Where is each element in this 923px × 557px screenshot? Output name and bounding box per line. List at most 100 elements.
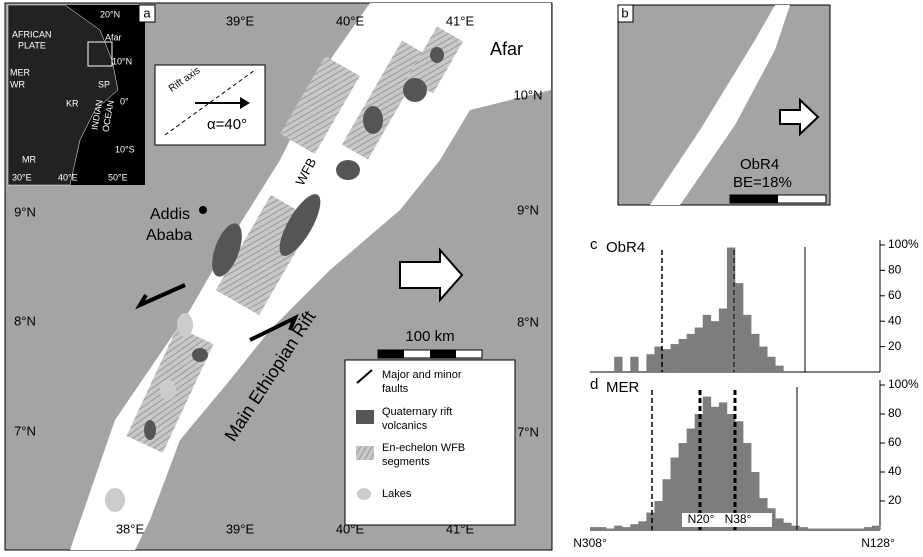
bar xyxy=(759,347,767,372)
inset-label: 50°E xyxy=(108,172,128,182)
y-tick-label: 40 xyxy=(888,313,902,327)
bar xyxy=(614,526,622,530)
scale-label: 100 km xyxy=(405,328,454,345)
city-dot xyxy=(199,206,207,214)
bar xyxy=(808,529,816,530)
inset-label: 10°S xyxy=(115,144,135,154)
lat-label: 7°N xyxy=(517,424,539,439)
place-label: Afar xyxy=(490,39,523,59)
bar xyxy=(630,524,638,530)
bar xyxy=(630,357,638,372)
sample-label: BE=18% xyxy=(733,174,792,191)
sample-label: MER xyxy=(606,379,640,396)
scale-bar xyxy=(378,350,482,358)
bar xyxy=(695,328,703,372)
bar xyxy=(663,349,671,372)
bar xyxy=(872,526,880,530)
inset-label: PLATE xyxy=(18,40,46,50)
inset-label: 40°E xyxy=(58,172,78,182)
bar xyxy=(590,527,598,530)
inset-label: WR xyxy=(10,79,25,89)
inset-label: SP xyxy=(98,79,110,89)
bar xyxy=(767,357,775,372)
bar xyxy=(799,527,807,530)
figure: a 9°N 8°N 7°N 10°N 9°N 8°N 7°N 39°E 40°E… xyxy=(0,0,923,552)
legend-text: En-echelon WFB xyxy=(382,442,465,454)
bar xyxy=(775,518,783,530)
inset-label: 0° xyxy=(120,96,129,106)
bar xyxy=(832,529,840,530)
lat-label: 8°N xyxy=(14,313,36,328)
legend-text: segments xyxy=(382,456,430,468)
bar xyxy=(864,527,872,530)
y-tick-label: 20 xyxy=(888,339,902,353)
bar xyxy=(598,527,606,530)
bar xyxy=(614,357,622,372)
y-tick-label: 60 xyxy=(888,288,902,302)
place-label: Addis xyxy=(150,206,190,223)
legend-text: Lakes xyxy=(382,488,412,500)
legend-text: Quaternary rift xyxy=(382,406,452,418)
bar xyxy=(816,529,824,530)
bar xyxy=(703,397,711,530)
bar xyxy=(824,529,832,530)
bar xyxy=(687,334,695,372)
bar xyxy=(711,321,719,372)
lat-label: 7°N xyxy=(14,423,36,438)
bar xyxy=(775,366,783,372)
legend-text: volcanics xyxy=(382,420,428,432)
panel-label: a xyxy=(143,5,151,20)
lon-label: 41°E xyxy=(446,521,475,536)
y-tick-label: 20 xyxy=(888,493,902,507)
place-label: Ababa xyxy=(146,227,192,244)
inset-label: 10°N xyxy=(112,56,132,66)
lon-label: 39°E xyxy=(226,521,255,536)
lat-label: 8°N xyxy=(517,314,539,329)
bar xyxy=(751,334,759,372)
sample-label: ObR4 xyxy=(740,156,779,173)
bar xyxy=(646,513,654,530)
angle-label: α=40° xyxy=(207,116,247,133)
lat-label: 10°N xyxy=(513,87,542,102)
bar xyxy=(856,529,864,530)
lon-label: 40°E xyxy=(336,13,365,28)
bar xyxy=(783,523,791,530)
bar xyxy=(791,526,799,530)
panel-a: a 9°N 8°N 7°N 10°N 9°N 8°N 7°N 39°E 40°E… xyxy=(5,3,552,550)
bar xyxy=(735,283,743,372)
inset-label: MER xyxy=(10,67,31,77)
axis-box xyxy=(155,65,265,145)
bar xyxy=(848,529,856,530)
lat-label: 9°N xyxy=(517,202,539,217)
bar xyxy=(743,315,751,372)
panel-b: b ObR4 BE=18% xyxy=(618,5,830,205)
bar xyxy=(671,458,679,531)
lon-label: 38°E xyxy=(116,521,145,536)
y-tick-label: 100% xyxy=(888,237,919,251)
panel-label: d xyxy=(590,376,598,393)
lon-label: 40°E xyxy=(336,521,365,536)
bar xyxy=(671,344,679,372)
y-tick-label: 60 xyxy=(888,435,902,449)
inset-label: MR xyxy=(22,154,36,164)
bar xyxy=(719,309,727,373)
lon-label: 39°E xyxy=(226,13,255,28)
panel-label: b xyxy=(621,5,628,20)
y-tick-label: 40 xyxy=(888,464,902,478)
inset-label: 30°E xyxy=(12,172,32,182)
lon-label: 41°E xyxy=(446,13,475,28)
panel-label: c xyxy=(590,236,598,253)
legend-text: Major and minor xyxy=(382,369,462,381)
legend-text: faults xyxy=(382,383,409,395)
y-tick-label: 100% xyxy=(888,377,919,391)
direction-label: N20° xyxy=(688,512,715,526)
inset-label: AFRICAN xyxy=(12,29,52,39)
bar xyxy=(622,527,630,530)
bar xyxy=(703,315,711,372)
bar xyxy=(638,521,646,530)
x-label: N128° xyxy=(861,536,895,550)
sample-label: ObR4 xyxy=(606,239,645,256)
bar xyxy=(719,402,727,530)
lat-label: 9°N xyxy=(14,204,36,219)
